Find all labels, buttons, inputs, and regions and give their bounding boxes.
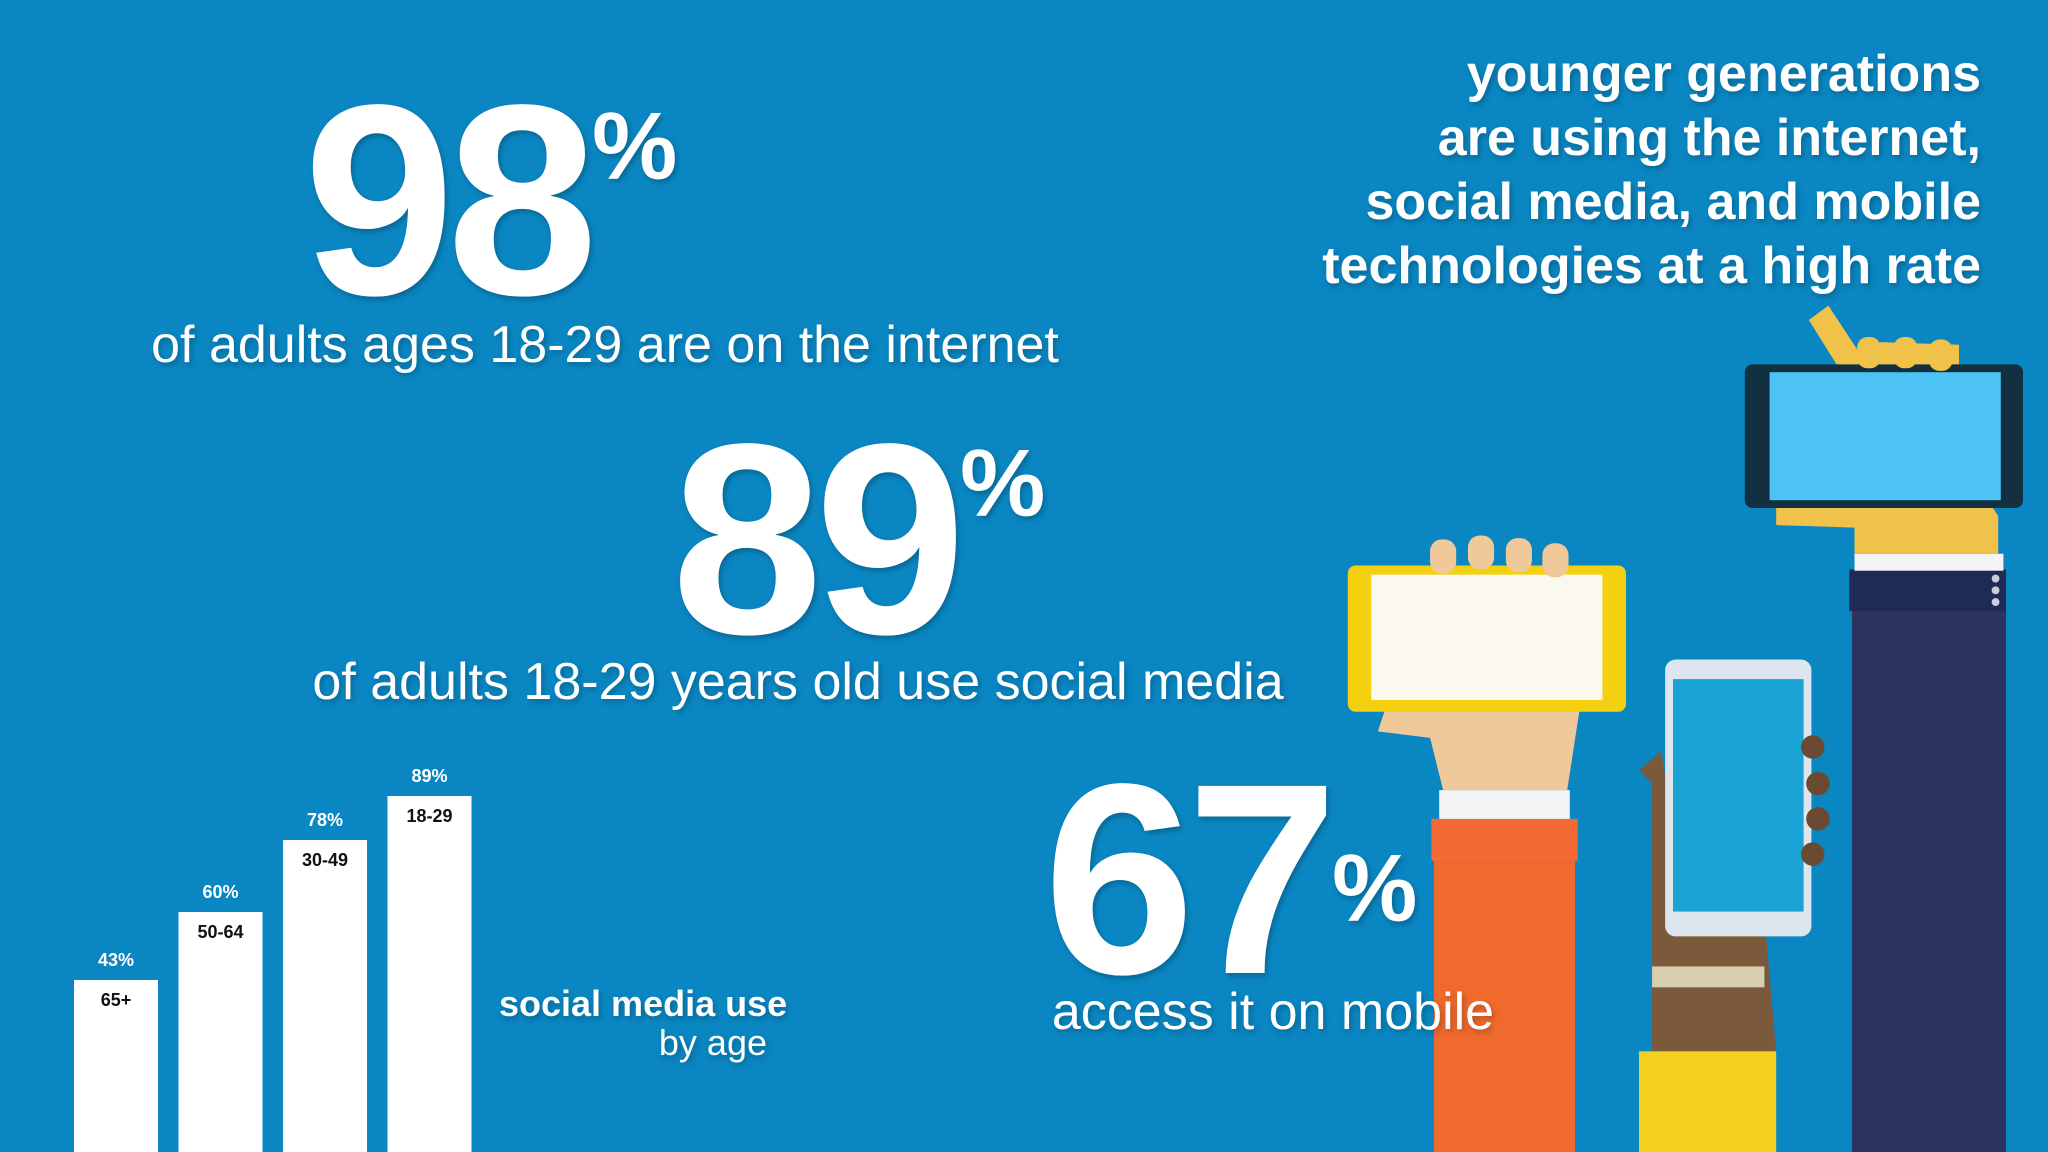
finger [1505,538,1532,573]
finger [1467,535,1495,570]
chart-subtitle: by age [659,1022,767,1063]
category-label: 18-29 [406,806,452,826]
phone-screen [1371,574,1603,701]
finger [1928,339,1953,371]
bar [283,840,367,1152]
bar [387,796,472,1152]
sleeve [1433,855,1576,1152]
finger [1542,543,1569,578]
stat-caption: of adults 18-29 years old use social med… [312,653,1283,711]
cuff [1431,818,1578,861]
stat-symbol: % [592,93,677,200]
category-label: 50-64 [197,922,243,942]
stat-symbol: % [1332,835,1417,942]
stat: 89 % of adults 18-29 years old use socia… [312,387,1283,711]
value-label: 78% [307,810,343,830]
value-label: 60% [202,882,238,902]
finger [1893,336,1918,369]
sleeve [1851,594,2007,1152]
illustration [1347,305,2023,1152]
bar [74,980,158,1152]
chart-title: social media use [499,983,787,1024]
stat-symbol: % [960,430,1045,537]
phone-screen [1672,679,1804,912]
finger [1800,735,1825,759]
button [1991,598,2000,606]
category-label: 30-49 [302,850,348,870]
watch-band [1652,966,1765,988]
headline: younger generations are using the intern… [1322,45,1981,295]
bar-chart: social media use by age 43% 65+ 60% 50-64 78… [74,766,787,1152]
shirt-cuff [1854,553,2004,571]
stat-caption: of adults ages 18-29 are on the internet [151,316,1059,374]
value-label: 89% [411,766,447,786]
category-label: 65+ [101,990,132,1010]
bar [178,912,263,1152]
headline-line: younger generations [1467,45,1981,103]
hand [1776,496,1999,554]
sleeve [1639,1051,1777,1152]
stat-number: 67 [1043,727,1330,1031]
headline-line: social media, and mobile [1365,173,1981,231]
finger [1857,336,1881,369]
stat: 98 % of adults ages 18-29 are on the int… [151,48,1059,374]
cuff [1849,569,2007,612]
phone-screen [1769,372,2001,501]
button [1991,586,2000,595]
stat-number: 89 [671,387,959,691]
stat-number: 98 [303,48,591,352]
shirt-cuff [1439,790,1570,819]
finger [1430,539,1457,574]
stat-caption: access it on mobile [1052,983,1494,1041]
finger [1808,305,1959,373]
finger [1800,842,1825,866]
finger [1806,807,1830,831]
hand [1377,705,1581,791]
headline-line: are using the internet, [1438,109,1981,167]
headline-line: technologies at a high rate [1322,237,1981,295]
stat: 67 % access it on mobile [1043,727,1494,1041]
button [1991,574,2000,583]
value-label: 43% [98,950,134,970]
finger [1806,771,1830,796]
